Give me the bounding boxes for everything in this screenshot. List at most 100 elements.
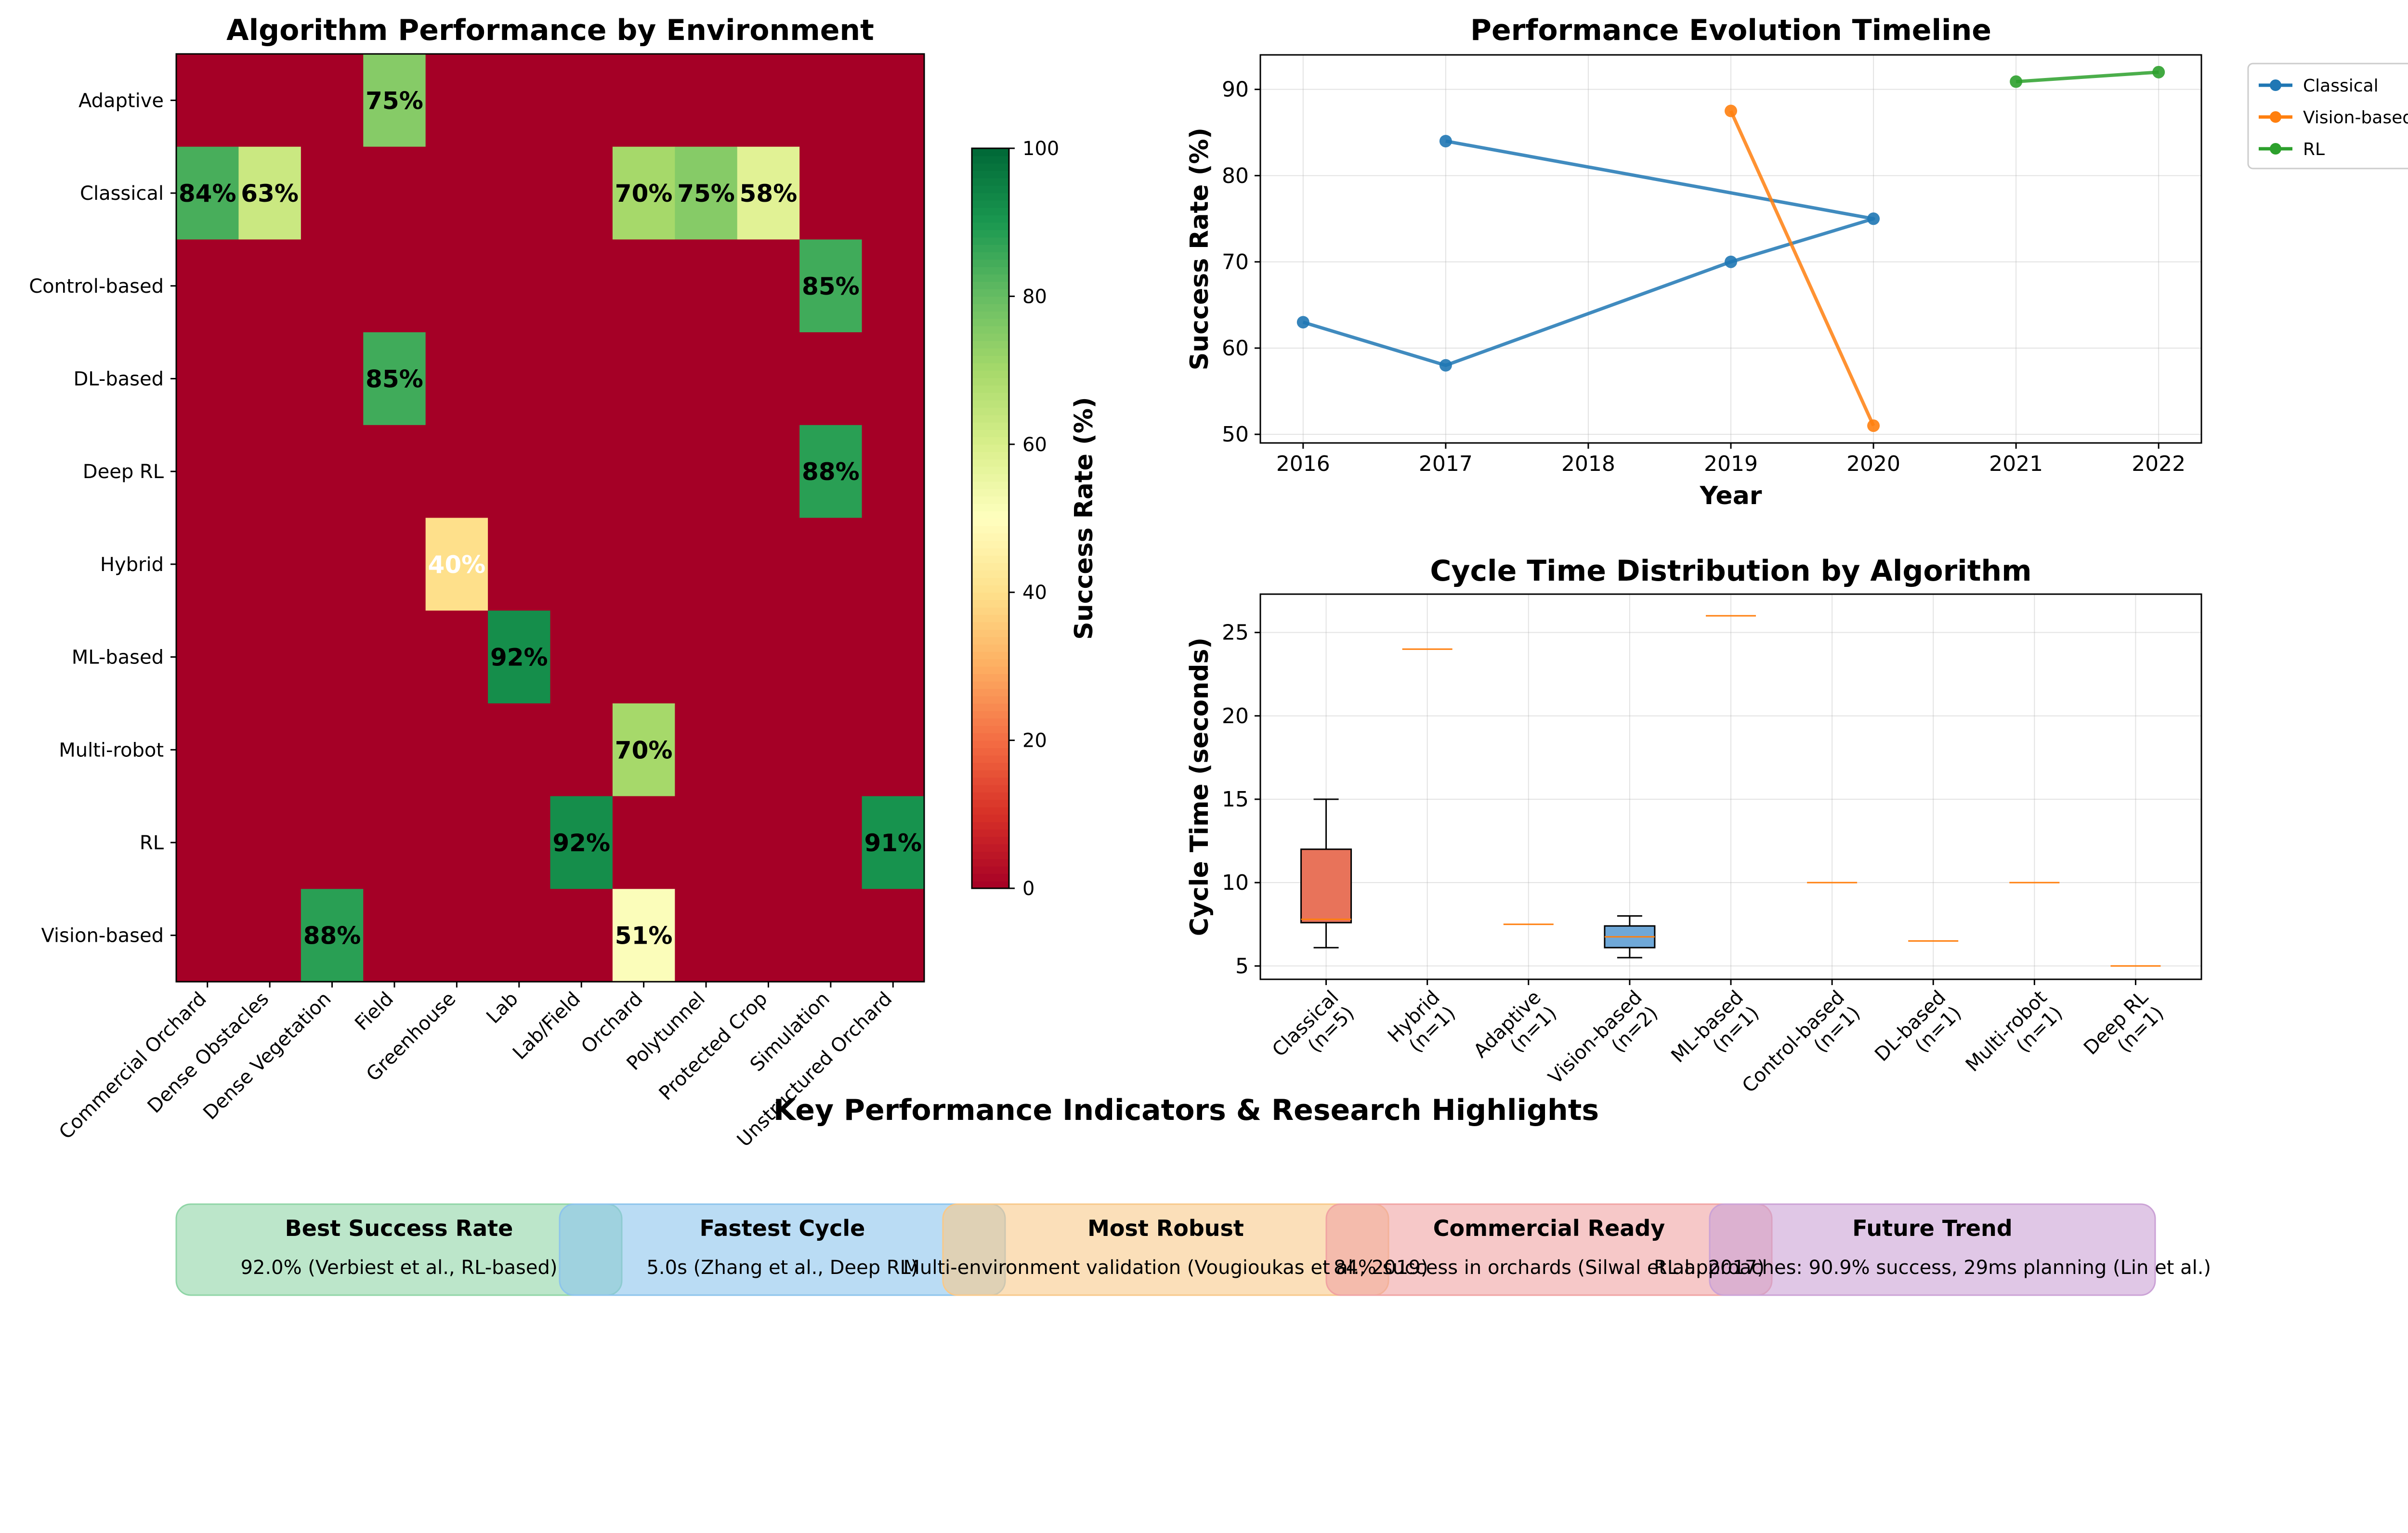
heatmap-cell — [862, 425, 925, 518]
timeline-point — [1439, 359, 1452, 372]
timeline-y-tick-label: 50 — [1222, 422, 1249, 447]
kpi-card-text: Multi-environment validation (Vougioukas… — [903, 1257, 1428, 1279]
heatmap-cell — [425, 611, 488, 704]
colorbar-segment — [972, 355, 1009, 364]
heatmap-cell — [488, 703, 550, 797]
colorbar-segment — [972, 459, 1009, 467]
colorbar-segment — [972, 385, 1009, 393]
colorbar-segment — [972, 422, 1009, 430]
heatmap-cell — [862, 796, 925, 889]
heatmap-cell — [301, 611, 364, 704]
kpi-title: Key Performance Indicators & Research Hi… — [773, 1093, 1599, 1127]
colorbar-segment — [972, 207, 1009, 216]
heatmap-cell — [425, 332, 488, 426]
heatmap-cell — [737, 332, 800, 426]
colorbar-segment — [972, 881, 1009, 889]
boxplot-y-tick-label: 10 — [1222, 870, 1249, 895]
timeline-series-line — [1729, 110, 1875, 427]
colorbar-segment — [972, 873, 1009, 882]
heatmap-cell — [363, 703, 426, 797]
colorbar-segment — [972, 703, 1009, 711]
kpi-card-title: Commercial Ready — [1433, 1215, 1665, 1241]
kpi-card-title: Future Trend — [1852, 1215, 2012, 1241]
colorbar-segment — [972, 296, 1009, 304]
colorbar-segment — [972, 637, 1009, 645]
heatmap-cell — [363, 889, 426, 982]
heatmap-cell — [176, 239, 239, 333]
colorbar-segment — [972, 570, 1009, 578]
heatmap-cell — [425, 889, 488, 982]
heatmap-cell-label: 75% — [677, 180, 735, 208]
boxplot-x-tick-label: Vision-based(n=2) — [1544, 987, 1662, 1104]
colorbar-segment — [972, 681, 1009, 689]
heatmap-cell — [425, 54, 488, 147]
colorbar-segment — [972, 400, 1009, 408]
colorbar-segment — [972, 792, 1009, 800]
heatmap-cell — [238, 611, 301, 704]
colorbar-tick-label: 0 — [1022, 878, 1034, 900]
timeline-x-tick-label: 2020 — [1846, 452, 1900, 476]
boxplot-x-tick-label: Deep RL(n=1) — [2080, 986, 2168, 1075]
heatmap-row-label: Vision-based — [41, 925, 164, 947]
heatmap-cell-label: 40% — [428, 551, 486, 579]
colorbar-segment — [972, 547, 1009, 556]
timeline-point — [2010, 75, 2023, 88]
heatmap-cell — [238, 703, 301, 797]
timeline-y-label: Success Rate (%) — [1185, 128, 1214, 370]
colorbar-segment — [972, 252, 1009, 260]
colorbar-segment — [972, 466, 1009, 475]
colorbar-segment — [972, 348, 1009, 356]
heatmap-cell — [799, 239, 863, 333]
kpi-card-text: RL approaches: 90.9% success, 29ms plann… — [1654, 1257, 2211, 1279]
colorbar-segment — [972, 407, 1009, 416]
colorbar-segment — [972, 489, 1009, 497]
colorbar-segment — [972, 644, 1009, 652]
colorbar-segment — [972, 193, 1009, 201]
colorbar-segment — [972, 866, 1009, 874]
heatmap-cell — [488, 889, 550, 982]
colorbar-segment — [972, 266, 1009, 275]
colorbar-segment — [972, 844, 1009, 852]
colorbar-segment — [972, 851, 1009, 859]
boxplot-box — [1300, 848, 1352, 923]
heatmap-cell-label: 70% — [615, 180, 673, 208]
colorbar-segment — [972, 170, 1009, 179]
heatmap-cell — [737, 146, 800, 240]
colorbar-segment — [972, 689, 1009, 697]
heatmap-frame — [175, 53, 925, 983]
heatmap-cell — [363, 518, 426, 611]
heatmap-cell-label: 92% — [490, 644, 548, 672]
heatmap-col-label: Lab — [482, 988, 523, 1028]
heatmap-cell — [238, 518, 301, 611]
colorbar-segment — [972, 651, 1009, 660]
colorbar-segment — [972, 325, 1009, 334]
colorbar-segment — [972, 622, 1009, 630]
boxplot-title: Cycle Time Distribution by Algorithm — [1430, 554, 2031, 588]
heatmap-cell — [675, 239, 738, 333]
heatmap-cell — [612, 518, 675, 611]
heatmap-cell — [737, 611, 800, 704]
heatmap-row-label: Hybrid — [100, 554, 164, 576]
heatmap-row-label: Control-based — [29, 275, 164, 298]
colorbar-segment — [972, 614, 1009, 623]
heatmap-cell — [862, 703, 925, 797]
heatmap-cell — [425, 146, 488, 240]
heatmap-row-label: Classical — [80, 182, 164, 205]
heatmap-cell — [737, 703, 800, 797]
heatmap-colorbar: 0 20 40 60 80 100 Success Rate (%) — [971, 138, 1099, 900]
colorbar-tick-label: 40 — [1022, 582, 1047, 604]
heatmap-cell — [612, 425, 675, 518]
heatmap-cell-label: 91% — [864, 829, 922, 857]
heatmap-cell — [737, 239, 800, 333]
colorbar-label: Success Rate (%) — [1070, 397, 1099, 639]
heatmap-cell-label: 63% — [241, 180, 299, 208]
boxplot-x-tick-label: Adaptive(n=1) — [1469, 987, 1561, 1078]
heatmap-cell — [176, 611, 239, 704]
heatmap-cell — [675, 146, 738, 240]
kpi-card-title: Best Success Rate — [285, 1215, 513, 1241]
colorbar-segment — [972, 525, 1009, 534]
boxplot-y-tick-label: 15 — [1222, 787, 1249, 812]
heatmap-row-label: RL — [140, 832, 164, 854]
heatmap-cell-label: 88% — [802, 458, 860, 486]
kpi-card-text: 84% success in orchards (Silwal et al., … — [1334, 1257, 1765, 1279]
